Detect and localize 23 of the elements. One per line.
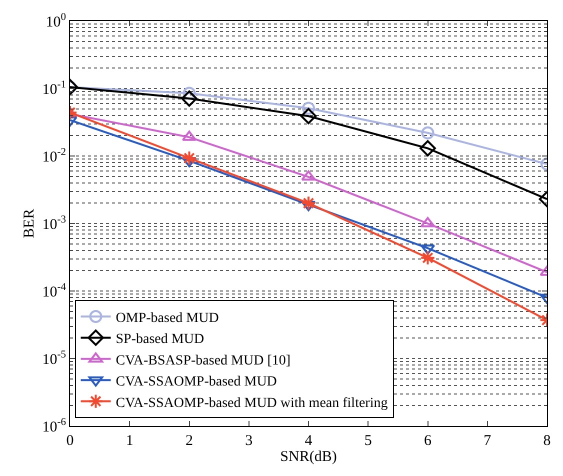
x-tick-label: 6 [424,433,432,449]
y-tick-label: 10$^{-3}$ [42,214,66,233]
x-tick-label: 8 [543,433,551,449]
x-axis-title: SNR(dB) [280,449,337,465]
legend-label: CVA-SSAOMP-based MUD [116,374,277,390]
x-tick-label: 0 [66,433,74,449]
y-tick-label: 10$^{-2}$ [42,146,66,166]
x-tick-label: 2 [186,433,193,449]
y-tick-label: 10$^{0}$ [46,12,66,30]
y-tick-label: 10$^{-5}$ [42,349,66,368]
x-tick-label: 4 [304,433,313,449]
y-tick-label: 10$^{-1}$ [42,79,66,98]
y-tick-label: 10$^{-6}$ [42,416,66,436]
x-tick-label: 1 [126,433,134,449]
legend-label: OMP-based MUD [116,310,219,326]
legend-label: SP-based MUD [116,332,204,348]
legend-label: CVA-BSASP-based MUD [10] [116,353,291,368]
y-axis-title: BER [22,208,38,238]
y-tick-label: 10$^{-4}$ [42,282,67,300]
x-tick-label: 5 [364,433,372,449]
legend-label: CVA-SSAOMP-based MUD with mean filtering [116,396,388,411]
x-tick-label: 7 [484,433,492,449]
x-tick-label: 3 [245,433,253,449]
